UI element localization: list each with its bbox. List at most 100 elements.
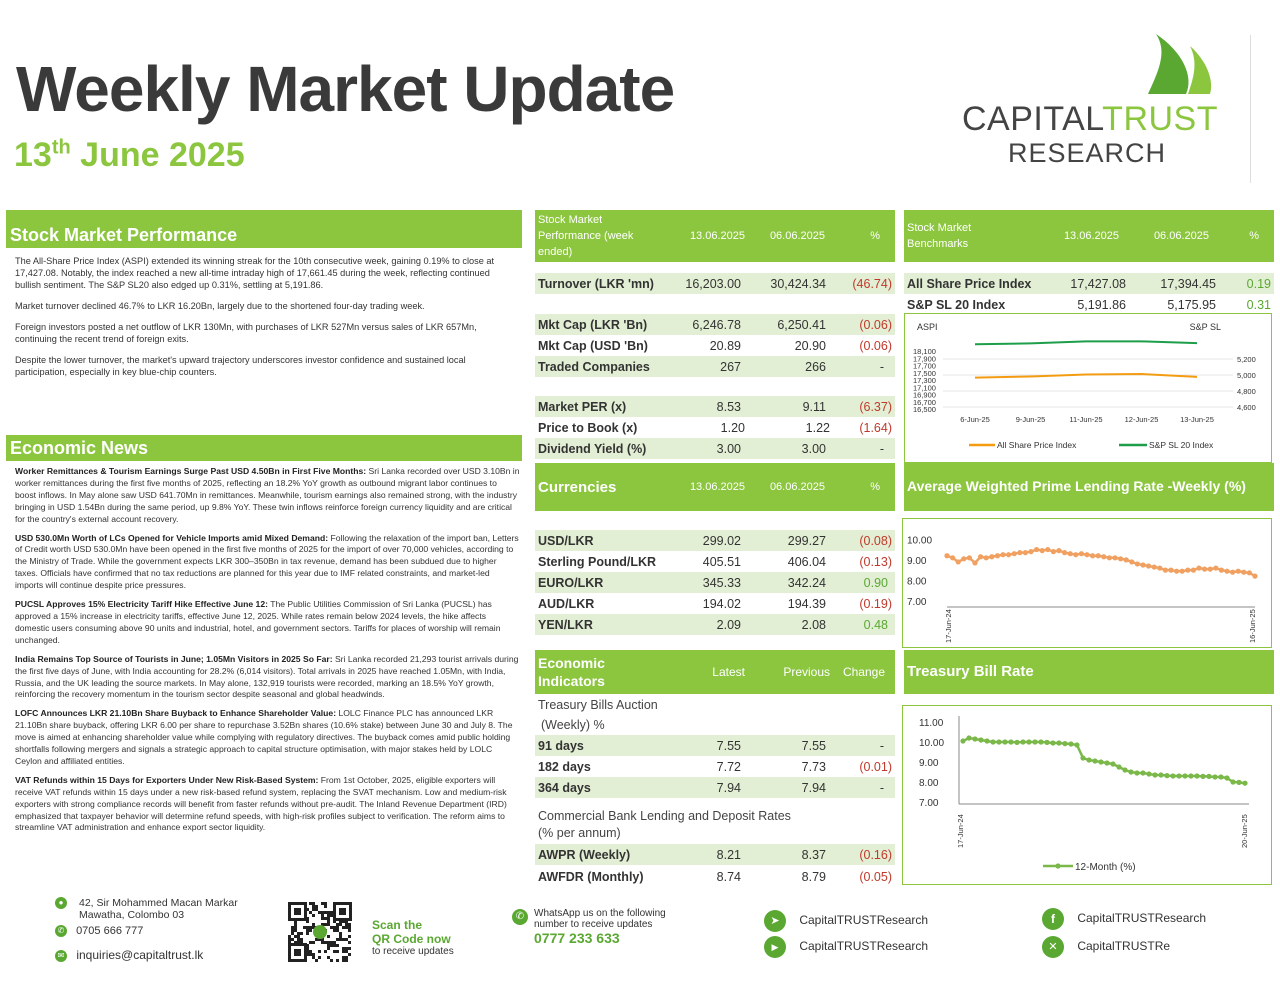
data-point: [1026, 739, 1032, 745]
caption: (% per annum): [538, 826, 621, 840]
data-point: [1062, 550, 1068, 556]
awpr-chart: 10.00 9.00 8.00 7.00 17-Jun-24 16-Jun-25: [902, 518, 1272, 648]
phone-icon: ✆: [55, 925, 67, 938]
data-point: [1056, 548, 1062, 554]
qr-module: [297, 938, 300, 941]
data-point: [1110, 761, 1116, 767]
qr-module: [348, 941, 351, 944]
col-header: Currencies: [538, 478, 617, 496]
data-point: [1074, 742, 1080, 748]
facebook-link[interactable]: f CapitalTRUSTResearch: [1042, 908, 1206, 930]
index-chart: ASPI S&P SL 18,100 17,900 17,700 17,500 17,300…: [904, 313, 1272, 463]
data-point: [1086, 757, 1092, 763]
data-point: [1206, 773, 1212, 779]
data-point: [1002, 739, 1008, 745]
qr-module: [336, 938, 339, 941]
qr-module: [333, 944, 336, 947]
x-tick-label: 11-Jun-25: [1069, 415, 1102, 424]
qr-module: [321, 902, 324, 905]
qr-module: [330, 959, 333, 962]
wa-number[interactable]: 0777 233 633: [534, 930, 620, 946]
qr-module: [315, 908, 318, 911]
data-point: [1011, 551, 1017, 557]
qr-module: [348, 935, 351, 938]
y-tick-label: 8.00: [919, 778, 939, 789]
qr-module: [345, 938, 348, 941]
x-link[interactable]: ✕ CapitalTRUSTRe: [1042, 936, 1170, 958]
data-point: [1084, 552, 1090, 558]
qr-module: [336, 926, 339, 929]
data-point: [1140, 562, 1146, 568]
qr-module: [345, 959, 348, 962]
date-suffix: th: [51, 136, 71, 159]
table-row: Market PER (x) 8.53 9.11 (6.37): [535, 396, 895, 417]
data-point: [1196, 565, 1202, 571]
benchmarks-header: Stock Market Benchmarks 13.06.2025 06.06…: [904, 210, 1274, 262]
data-point: [966, 555, 972, 561]
qr-module: [336, 923, 339, 926]
qr-module: [315, 959, 318, 962]
qr-module: [294, 941, 297, 944]
table-row: Sterling Pound/LKR 405.51 406.04 (0.13): [538, 554, 892, 569]
qr-module: [339, 935, 342, 938]
qr-finder: [288, 943, 307, 962]
data-point: [1194, 773, 1200, 779]
data-point: [1080, 755, 1086, 761]
qr-module: [339, 938, 342, 941]
data-point: [1168, 567, 1174, 573]
phone-number[interactable]: 0705 666 777: [76, 925, 144, 937]
data-point: [1022, 550, 1028, 556]
data-point: [1112, 555, 1118, 561]
data-point: [1062, 741, 1068, 747]
section-title: Stock Market Performance: [10, 225, 238, 245]
qr-module: [306, 950, 309, 953]
paragraph: The All-Share Price Index (ASPI) extende…: [15, 256, 495, 290]
table-row: Mkt Cap (USD 'Bn) 20.89 20.90 (0.06): [538, 338, 892, 353]
address-line: 42, Sir Mohammed Macan Markar: [79, 897, 238, 909]
whatsapp-icon: ✆: [512, 909, 528, 925]
series-line: [974, 340, 1198, 346]
right-axis-label: S&P SL: [1190, 322, 1221, 332]
x-icon: ✕: [1042, 936, 1064, 958]
qr-module: [327, 956, 330, 959]
data-point: [944, 553, 950, 559]
data-point: [1073, 552, 1079, 558]
qr-module: [324, 917, 327, 920]
footer-address: ● 42, Sir Mohammed Macan Markar Mawatha,…: [55, 897, 238, 921]
qr-module: [312, 902, 315, 905]
data-point: [1056, 740, 1062, 746]
x-tick-label: 9-Jun-25: [1016, 415, 1046, 424]
news-item: LOFC Announces LKR 21.10Bn Share Buyback…: [15, 708, 513, 766]
left-tick-label: 16,900: [913, 391, 936, 400]
qr-module: [345, 956, 348, 959]
col-header: %: [1249, 230, 1259, 242]
data-point: [1092, 758, 1098, 764]
table-row: AWFDR (Monthly) 8.74 8.79 (0.05): [538, 870, 892, 884]
col-header: %: [870, 481, 880, 493]
qr-module: [324, 923, 327, 926]
table-row: Price to Book (x) 1.20 1.22 (1.64): [538, 420, 892, 435]
qr-module: [321, 911, 324, 914]
qr-module: [321, 923, 324, 926]
qr-code-icon[interactable]: [288, 902, 352, 962]
y-tick-label: 7.00: [907, 597, 927, 608]
data-point: [1162, 567, 1168, 573]
data-point: [978, 554, 984, 560]
qr-module: [327, 920, 330, 923]
telegram-link[interactable]: ➤ CapitalTRUSTResearch: [764, 910, 928, 932]
data-point: [1230, 569, 1236, 575]
table-row: Turnover (LKR 'mn) 16,203.00 30,424.34 (…: [535, 273, 895, 294]
news-item: VAT Refunds within 15 Days for Exporters…: [15, 774, 507, 833]
email-link[interactable]: inquiries@capitaltrust.lk: [76, 948, 204, 962]
economic-news-section-header: Economic News: [6, 435, 522, 461]
news-item: PUCSL Approves 15% Electricity Tariff Hi…: [15, 599, 501, 645]
data-point: [966, 735, 972, 741]
youtube-link[interactable]: ▶ CapitalTRUSTResearch: [764, 936, 928, 958]
data-point: [1000, 552, 1006, 558]
table-row: 91 days 7.55 7.55 -: [535, 735, 895, 756]
awpr-chart-svg: 10.00 9.00 8.00 7.00 17-Jun-24 16-Jun-25: [907, 535, 1258, 643]
col-header: 06.06.2025: [769, 230, 825, 242]
data-point: [1176, 773, 1182, 779]
qr-module: [327, 914, 330, 917]
qr-module: [318, 950, 321, 953]
